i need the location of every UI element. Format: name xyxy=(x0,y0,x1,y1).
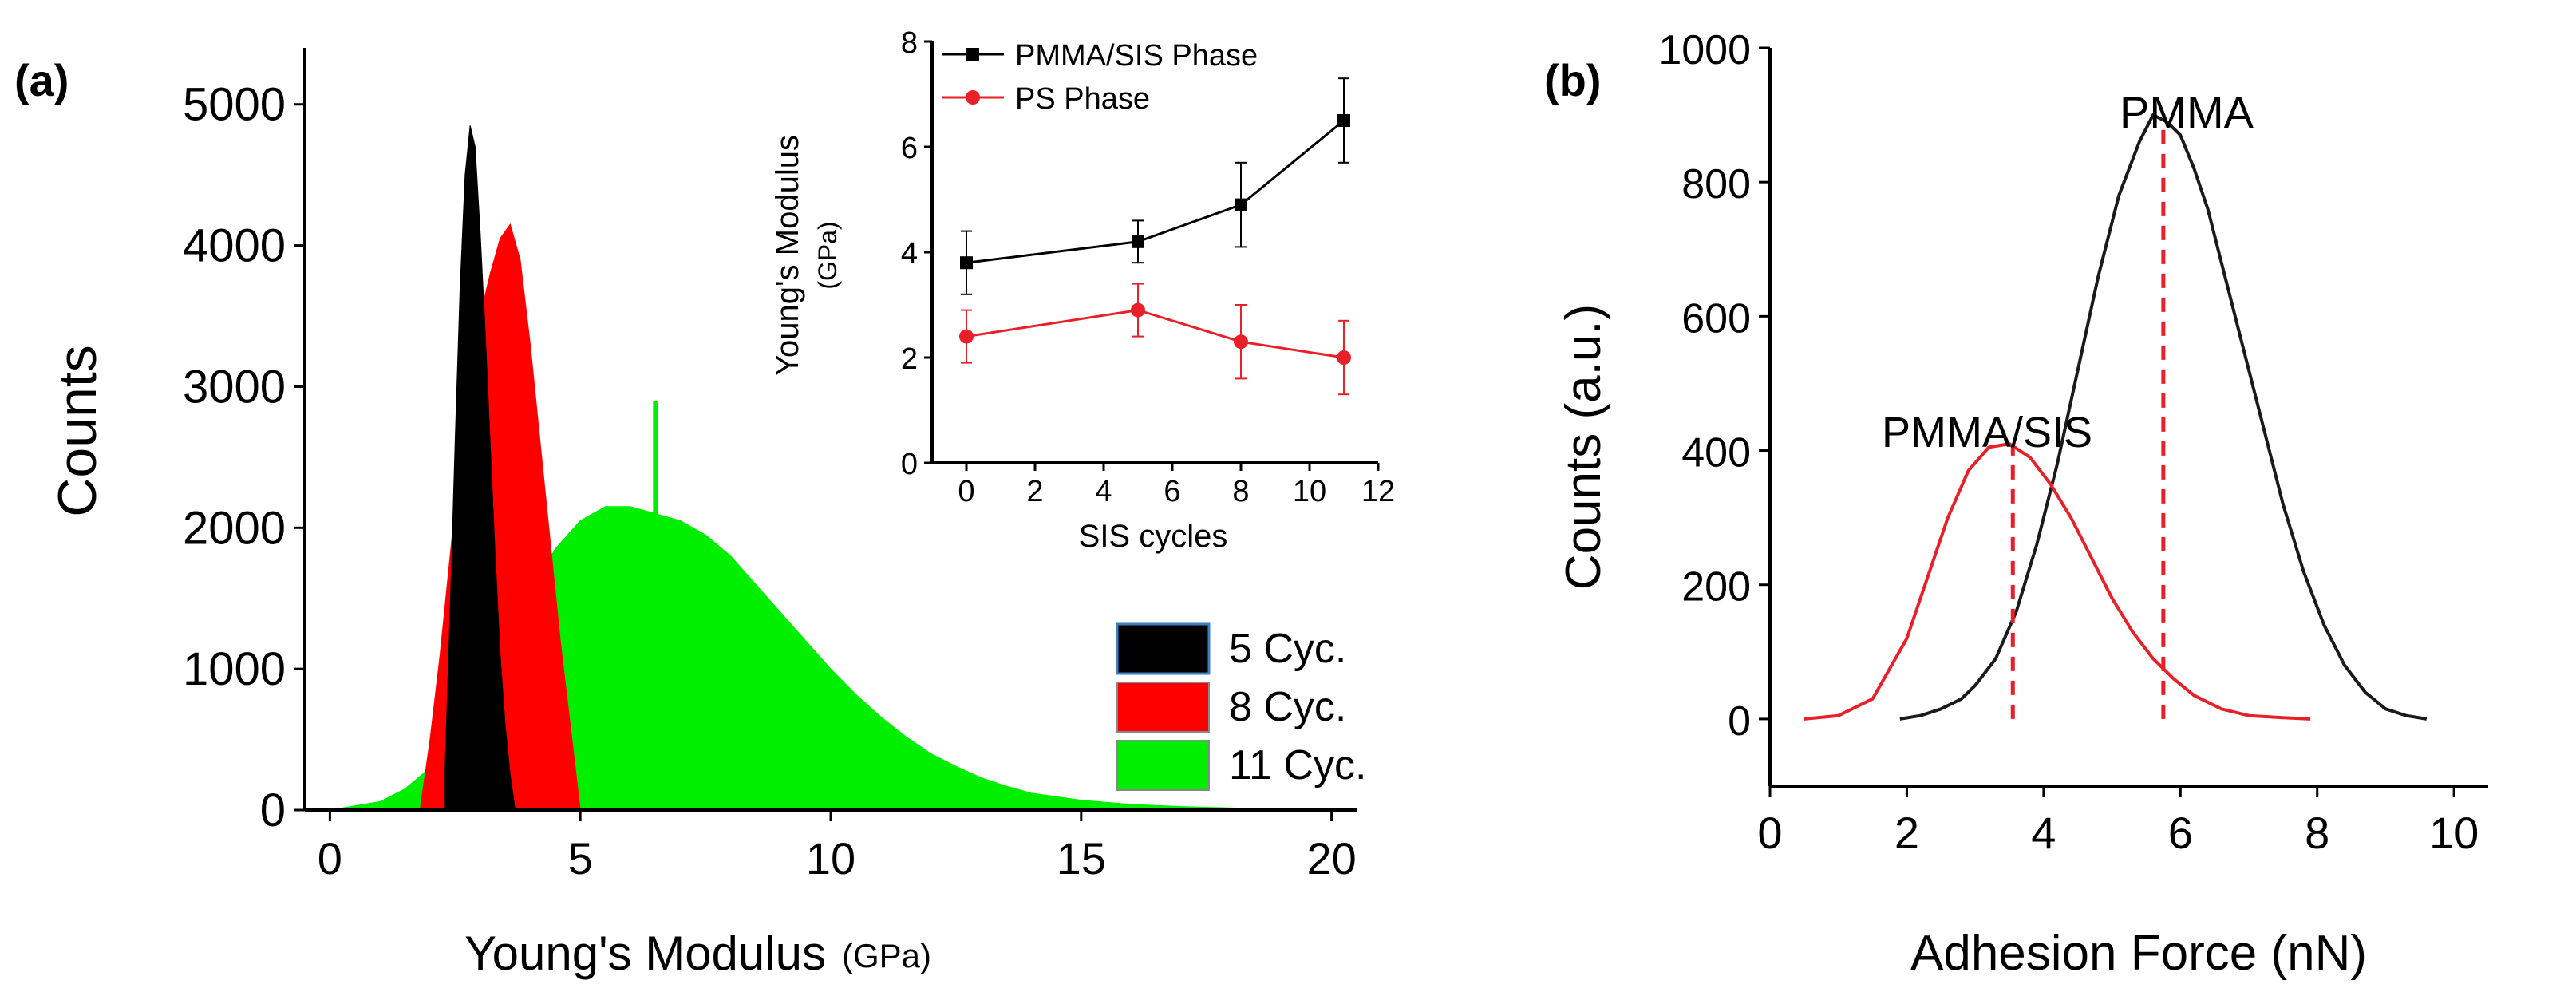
inset-x-tick-label: 8 xyxy=(1232,475,1249,508)
annotation-pmma-sis: PMMA/SIS xyxy=(1882,409,2092,457)
ticks-b: 0 2 4 6 8 10 0 200 400 600 800 1000 xyxy=(1658,27,2479,858)
x-tick-label-b: 0 xyxy=(1757,808,1782,858)
inset-x-tick-label: 2 xyxy=(1026,475,1043,508)
x-tick-label-b: 8 xyxy=(2305,808,2329,858)
legend-label-8-cyc: 8 Cyc. xyxy=(1229,684,1346,730)
inset-legend-marker-ps xyxy=(966,90,980,105)
adhesion-panel: 0 2 4 6 8 10 0 200 400 600 800 1000 Counts (a.u.) A… xyxy=(1556,27,2488,981)
inset-y-tick-label: 4 xyxy=(901,237,918,271)
y-tick-label-a: 1000 xyxy=(183,643,286,695)
inset-point-ps-phase xyxy=(1131,302,1145,318)
inset-legend-label-ps: PS Phase xyxy=(1015,82,1150,116)
y-tick-label-b: 0 xyxy=(1728,698,1751,745)
y-axis-title-b: Counts (a.u.) xyxy=(1556,304,1611,590)
histogram-bars xyxy=(330,125,1332,811)
inset-x-tick-label: 12 xyxy=(1361,475,1395,508)
inset-ticks: 0 2 4 6 8 10 12 0 2 4 6 8 xyxy=(901,26,1395,508)
x-axis-title-a: Young's Modulus xyxy=(464,927,826,980)
y-tick-label-a: 0 xyxy=(260,785,286,836)
x-tick-label-a: 0 xyxy=(318,833,342,883)
legend-label-5-cyc: 5 Cyc. xyxy=(1229,626,1346,672)
inset-y-tick-label: 0 xyxy=(901,448,918,481)
curve-pmma xyxy=(1899,113,2428,721)
x-tick-label-a: 10 xyxy=(806,833,855,883)
curve-pmma-sis xyxy=(1804,442,2311,721)
inset-point-pmma-sis-phase xyxy=(960,256,973,270)
y-tick-label-b: 600 xyxy=(1681,295,1751,342)
inset-legend-label-pmma-sis: PMMA/SIS Phase xyxy=(1015,39,1258,73)
inset-point-ps-phase xyxy=(1337,350,1351,365)
inset-y-axis-title: Young's Modulus xyxy=(770,135,805,376)
series-b xyxy=(1804,113,2428,721)
panel-label-a: (a) xyxy=(14,55,69,105)
panel-label-b: (b) xyxy=(1544,55,1602,105)
x-tick-label-b: 4 xyxy=(2031,808,2056,858)
inset-x-tick-label: 10 xyxy=(1293,475,1326,508)
x-tick-label-b: 6 xyxy=(2168,808,2193,858)
y-tick-label-b: 200 xyxy=(1681,564,1751,611)
x-tick-label-b: 10 xyxy=(2429,808,2479,858)
inset-x-tick-label: 4 xyxy=(1095,475,1112,508)
legend-swatch-11-cyc xyxy=(1116,740,1210,791)
inset-x-tick-label: 6 xyxy=(1164,475,1180,508)
inset-y-axis-unit: (GPa) xyxy=(813,221,842,289)
y-tick-label-a: 5000 xyxy=(183,79,286,131)
x-axis-unit-a: (GPa) xyxy=(842,937,931,974)
y-tick-label-b: 400 xyxy=(1681,430,1751,476)
inset-point-pmma-sis-phase xyxy=(1337,114,1350,127)
legend-label-11-cyc: 11 Cyc. xyxy=(1229,742,1366,788)
inset-point-ps-phase xyxy=(1234,334,1248,350)
inset-line-pmma-sis-phase xyxy=(966,119,1345,264)
inset-point-ps-phase xyxy=(959,329,974,344)
legend-swatch-5-cyc xyxy=(1116,622,1211,675)
histogram-series-5-cyc xyxy=(444,125,516,811)
inset-line-chart: 0 2 4 6 8 10 12 0 2 4 6 8 Young's Modulus (GPa) SIS… xyxy=(770,26,1395,554)
inset-y-tick-label: 6 xyxy=(901,132,918,165)
x-tick-label-b: 2 xyxy=(1894,808,1919,858)
x-axis-title-b: Adhesion Force (nN) xyxy=(1910,926,2367,981)
y-tick-label-b: 800 xyxy=(1681,161,1751,208)
legend-swatch-8-cyc xyxy=(1116,682,1210,733)
inset-y-tick-label: 8 xyxy=(901,26,918,60)
annotation-pmma: PMMA xyxy=(2120,87,2254,137)
y-tick-label-a: 4000 xyxy=(183,220,286,272)
x-tick-label-a: 20 xyxy=(1306,833,1356,883)
inset-legend: PMMA/SIS Phase PS Phase xyxy=(942,39,1258,116)
y-axis-title-a: Counts xyxy=(47,345,108,516)
y-tick-label-b: 1000 xyxy=(1658,27,1751,73)
inset-line-ps-phase xyxy=(966,309,1345,359)
inset-point-pmma-sis-phase xyxy=(1132,235,1144,248)
legend-a: 5 Cyc. 8 Cyc. 11 Cyc. xyxy=(1116,622,1366,791)
inset-background xyxy=(914,40,1385,463)
x-tick-label-a: 15 xyxy=(1057,833,1106,883)
y-tick-label-a: 2000 xyxy=(183,502,286,554)
x-tick-label-a: 5 xyxy=(568,833,593,883)
y-tick-label-a: 3000 xyxy=(183,361,286,413)
inset-series xyxy=(959,77,1351,396)
inset-point-pmma-sis-phase xyxy=(1235,198,1247,211)
inset-x-axis-title: SIS cycles xyxy=(1079,519,1228,554)
inset-x-tick-label: 0 xyxy=(958,475,974,508)
inset-legend-marker-pmma-sis xyxy=(966,48,979,61)
inset-y-tick-label: 2 xyxy=(901,342,918,376)
